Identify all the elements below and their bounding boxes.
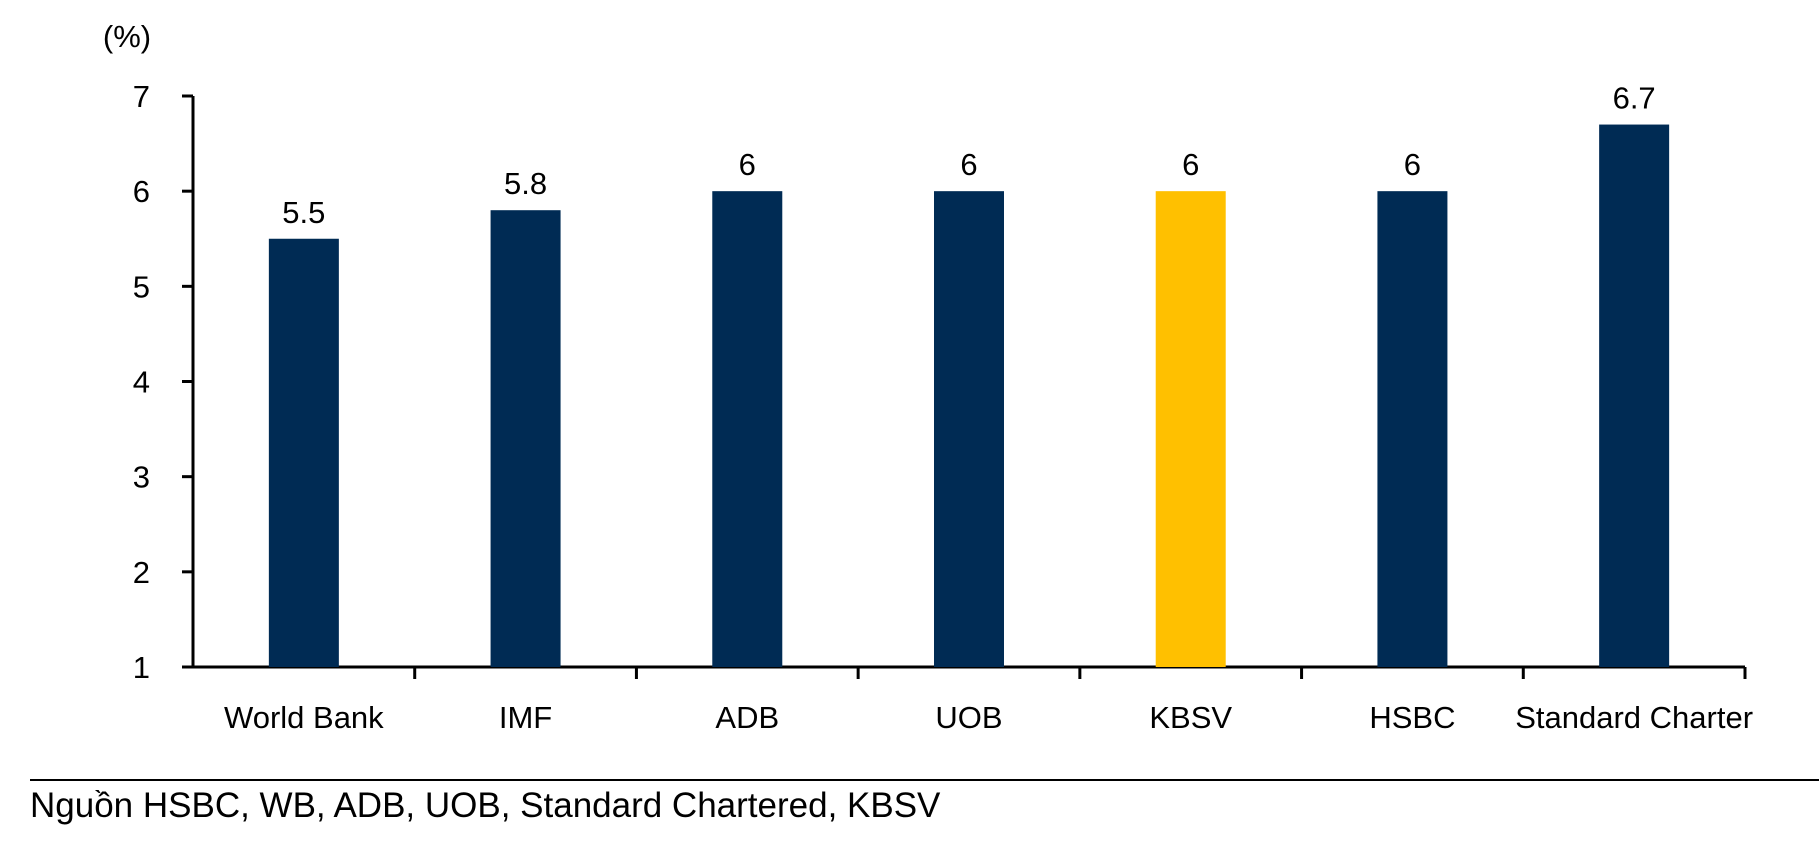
x-category-label: HSBC	[1369, 700, 1455, 735]
x-category-label: IMF	[499, 700, 552, 735]
y-axis-unit-label: (%)	[103, 19, 151, 54]
y-tick-label: 2	[133, 555, 150, 590]
bar-world-bank	[268, 238, 339, 667]
x-category-label: UOB	[935, 700, 1002, 735]
bar-kbsv	[1155, 191, 1226, 667]
source-note: Nguồn HSBC, WB, ADB, UOB, Standard Chart…	[30, 786, 941, 825]
bar-imf	[490, 210, 561, 667]
bar-standard-charter	[1599, 124, 1670, 668]
bar-uob	[934, 191, 1004, 667]
y-tick-label: 1	[133, 650, 150, 685]
bar-value-label: 5.5	[282, 195, 325, 230]
x-category-label: KBSV	[1149, 700, 1232, 735]
x-category-label: World Bank	[224, 700, 384, 735]
x-category-label: Standard Charter	[1515, 700, 1753, 735]
bar-chart: (%) 1 2 3 4 5 6 7 5.5 World Bank 5.8 IMF 6 ADB 6 UOB 6 KB…	[103, 19, 1753, 735]
bar-hsbc	[1377, 191, 1448, 667]
y-tick-label: 6	[133, 174, 150, 209]
y-tick-label: 7	[133, 79, 150, 114]
bar-value-label: 6.7	[1613, 81, 1656, 116]
bar-value-label: 6	[1404, 147, 1421, 182]
bar-value-label: 6	[1182, 147, 1199, 182]
x-category-label: ADB	[715, 700, 779, 735]
bar-value-label: 6	[960, 147, 977, 182]
y-tick-label: 3	[133, 460, 150, 495]
bar-value-label: 5.8	[504, 166, 547, 201]
bar-value-label: 6	[739, 147, 756, 182]
y-tick-label: 5	[133, 269, 150, 304]
bar-adb	[712, 191, 783, 667]
y-tick-label: 4	[133, 365, 150, 400]
source-divider	[30, 779, 1819, 781]
